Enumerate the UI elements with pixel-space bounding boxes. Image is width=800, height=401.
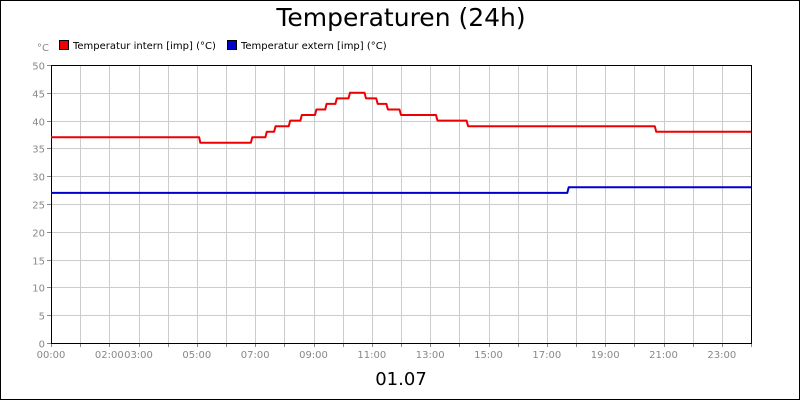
x-tick-label: 21:00 [649,350,678,361]
x-tick-label: 00:00 [37,350,66,361]
y-tick-label: 25 [32,201,45,212]
y-unit-label: °C [37,43,49,54]
x-tick-label: 03:00 [124,350,153,361]
y-tick-label: 5 [39,312,45,323]
series-line-extern [51,186,751,194]
y-tick-label: 20 [32,229,45,240]
x-tick-label: 07:00 [241,350,270,361]
y-tick-label: 35 [32,145,45,156]
x-axis-date-label: 01.07 [375,369,427,390]
legend-swatch-extern [227,40,237,50]
x-tick-label: 11:00 [357,350,386,361]
y-tick-label: 40 [32,118,45,129]
x-tick-label: 13:00 [416,350,445,361]
x-tick-label: 05:00 [182,350,211,361]
y-tick-label: 45 [32,90,45,101]
y-tick-label: 0 [39,340,45,351]
series-line-intern [51,91,751,144]
x-tick-label: 23:00 [707,350,736,361]
y-tick-label: 50 [32,62,45,73]
x-tick-label: 17:00 [532,350,561,361]
plot-border [51,65,752,344]
legend-label-intern: Temperatur intern [imp] (°C) [73,41,216,52]
y-tick-label: 10 [32,284,45,295]
x-tick-label: 19:00 [591,350,620,361]
y-tick-label: 15 [32,257,45,268]
legend-label-extern: Temperatur extern [imp] (°C) [241,41,387,52]
legend-swatch-intern [59,40,69,50]
x-tick-label: 09:00 [299,350,328,361]
x-tick-label: 15:00 [474,350,503,361]
legend-item-intern: Temperatur intern [imp] (°C) [59,40,216,52]
chart-title: Temperaturen (24h) [276,3,526,32]
x-tick-label: 02:00 [95,350,124,361]
legend-item-extern: Temperatur extern [imp] (°C) [227,40,387,52]
y-tick-label: 30 [32,173,45,184]
